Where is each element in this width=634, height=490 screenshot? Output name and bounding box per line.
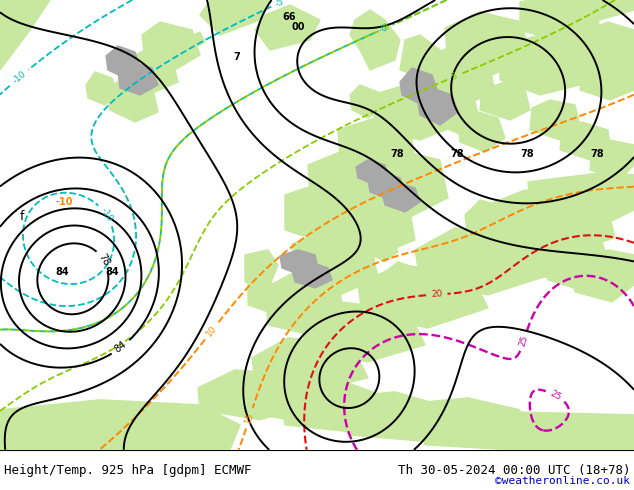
Polygon shape xyxy=(368,172,405,200)
Polygon shape xyxy=(445,12,530,75)
Text: Height/Temp. 925 hPa [gdpm] ECMWF: Height/Temp. 925 hPa [gdpm] ECMWF xyxy=(4,464,252,477)
Polygon shape xyxy=(415,228,550,295)
Polygon shape xyxy=(118,62,158,95)
Polygon shape xyxy=(430,68,480,100)
Text: 25: 25 xyxy=(548,389,563,402)
Polygon shape xyxy=(230,380,380,420)
Text: ©weatheronline.co.uk: ©weatheronline.co.uk xyxy=(495,476,630,486)
Polygon shape xyxy=(560,0,634,20)
Polygon shape xyxy=(572,250,634,302)
Polygon shape xyxy=(422,405,634,450)
Polygon shape xyxy=(142,22,200,70)
Polygon shape xyxy=(545,235,612,290)
Polygon shape xyxy=(500,35,580,95)
Polygon shape xyxy=(86,72,118,105)
Text: Th 30-05-2024 00:00 UTC (18+78): Th 30-05-2024 00:00 UTC (18+78) xyxy=(398,464,630,477)
Polygon shape xyxy=(108,75,158,122)
Polygon shape xyxy=(356,160,388,185)
Polygon shape xyxy=(580,22,634,75)
Polygon shape xyxy=(372,82,458,140)
Polygon shape xyxy=(280,250,318,275)
Polygon shape xyxy=(0,0,50,70)
Polygon shape xyxy=(435,95,480,135)
Text: 7: 7 xyxy=(233,52,240,62)
Polygon shape xyxy=(308,152,375,205)
Text: 78: 78 xyxy=(590,149,604,159)
Text: 00: 00 xyxy=(292,22,306,32)
Polygon shape xyxy=(282,392,440,432)
Polygon shape xyxy=(350,85,382,118)
Text: 5: 5 xyxy=(450,72,459,82)
Text: f: f xyxy=(20,210,25,223)
Polygon shape xyxy=(248,272,275,312)
Polygon shape xyxy=(400,35,445,80)
Text: -5: -5 xyxy=(274,0,286,8)
Text: -10: -10 xyxy=(11,70,28,86)
Polygon shape xyxy=(528,172,634,222)
Polygon shape xyxy=(558,42,605,80)
Polygon shape xyxy=(530,100,580,140)
Polygon shape xyxy=(255,5,320,50)
Polygon shape xyxy=(458,110,505,152)
Polygon shape xyxy=(350,10,400,70)
Polygon shape xyxy=(345,398,520,442)
Polygon shape xyxy=(358,265,488,328)
Text: 78: 78 xyxy=(390,149,404,159)
Polygon shape xyxy=(355,148,448,218)
Text: -10: -10 xyxy=(55,197,72,207)
Text: 78: 78 xyxy=(96,252,111,268)
Polygon shape xyxy=(418,88,458,125)
Text: -0: -0 xyxy=(378,23,390,35)
Text: 15: 15 xyxy=(243,412,256,425)
Polygon shape xyxy=(560,122,610,160)
Polygon shape xyxy=(0,0,20,50)
Text: 10: 10 xyxy=(205,324,219,338)
Polygon shape xyxy=(292,262,332,288)
Polygon shape xyxy=(252,338,368,392)
Polygon shape xyxy=(245,250,278,290)
Polygon shape xyxy=(285,185,340,240)
Polygon shape xyxy=(400,68,438,105)
Polygon shape xyxy=(198,370,310,420)
Text: 84: 84 xyxy=(55,267,68,277)
Polygon shape xyxy=(338,118,415,170)
Polygon shape xyxy=(475,190,615,258)
Polygon shape xyxy=(412,48,495,108)
Polygon shape xyxy=(125,50,178,92)
Text: 66: 66 xyxy=(282,12,295,22)
Polygon shape xyxy=(515,225,578,278)
Polygon shape xyxy=(480,82,530,120)
Polygon shape xyxy=(302,302,425,362)
Polygon shape xyxy=(580,55,634,100)
Polygon shape xyxy=(265,272,345,335)
Polygon shape xyxy=(382,182,420,212)
Polygon shape xyxy=(538,22,585,58)
Polygon shape xyxy=(465,200,515,250)
Polygon shape xyxy=(590,140,634,180)
Polygon shape xyxy=(106,46,140,78)
Polygon shape xyxy=(492,215,548,265)
Polygon shape xyxy=(365,202,390,235)
Text: 78: 78 xyxy=(520,149,534,159)
Text: 20: 20 xyxy=(431,290,443,299)
Polygon shape xyxy=(520,0,600,42)
Polygon shape xyxy=(385,262,420,292)
Polygon shape xyxy=(0,400,240,450)
Polygon shape xyxy=(185,32,205,50)
Text: 84: 84 xyxy=(105,267,119,277)
Text: 0: 0 xyxy=(382,23,391,33)
Text: 78: 78 xyxy=(450,149,463,159)
Polygon shape xyxy=(322,188,415,258)
Polygon shape xyxy=(200,0,270,35)
Polygon shape xyxy=(370,228,398,262)
Polygon shape xyxy=(292,230,378,295)
Text: -10: -10 xyxy=(98,206,114,224)
Text: 84: 84 xyxy=(113,340,129,355)
Text: 25: 25 xyxy=(518,334,530,347)
